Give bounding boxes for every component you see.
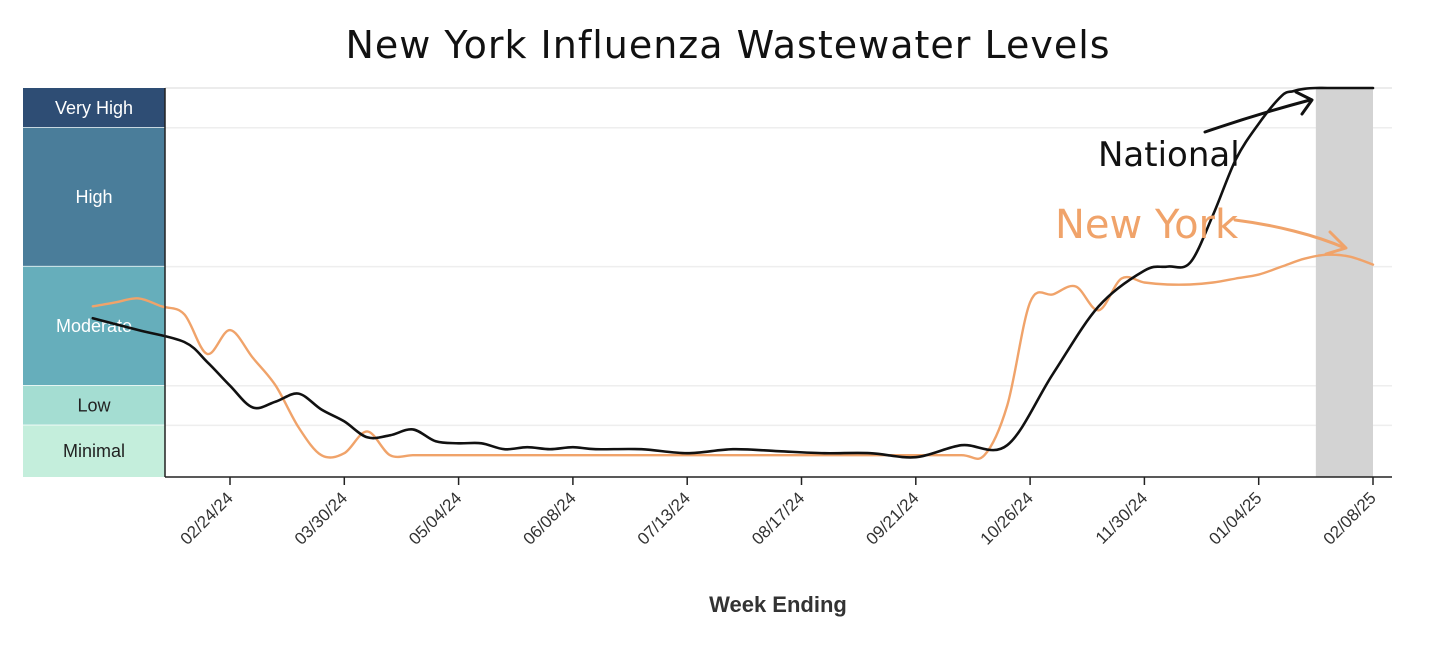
annotation-new-york-arrow [1233, 218, 1347, 250]
x-tick-label: 09/21/24 [862, 488, 922, 548]
x-tick-label: 01/04/25 [1205, 488, 1265, 548]
level-band-moderate [23, 266, 165, 386]
level-label-minimal: Minimal [63, 441, 125, 461]
x-axis-title: Week Ending [709, 592, 847, 617]
level-label-very-high: Very High [55, 98, 133, 118]
annotation-national: National [1098, 135, 1240, 175]
level-label-high: High [75, 187, 112, 207]
shaded-incomplete-data-region [1315, 88, 1373, 477]
x-tick-label: 03/30/24 [291, 488, 351, 548]
gridlines [165, 87, 1392, 427]
annotation-new-york: New York [1055, 202, 1239, 248]
level-band-low [23, 385, 165, 426]
x-ticks: 02/24/24 03/30/24 05/04/24 06/08/24 07/13/24… [177, 477, 1380, 549]
series-line-new-york [91, 253, 1375, 461]
x-tick-label: 02/24/24 [177, 488, 237, 548]
level-bands: Very High High Moderate Low Minimal [23, 88, 165, 477]
series-lines [91, 86, 1375, 461]
series-line-national [91, 86, 1375, 459]
x-tick-label: 07/13/24 [634, 488, 694, 548]
chart-title: New York Influenza Wastewater Levels [345, 23, 1110, 67]
shaded-region [1315, 88, 1373, 477]
x-tick-label: 06/08/24 [519, 488, 579, 548]
level-band-high [23, 127, 165, 267]
annotation-national-arrow [1203, 98, 1312, 134]
level-label-moderate: Moderate [56, 316, 132, 336]
x-tick-label: 08/17/24 [748, 488, 808, 548]
x-tick-label: 10/26/24 [977, 488, 1037, 548]
x-tick-label: 02/08/25 [1320, 488, 1380, 548]
x-tick-label: 05/04/24 [405, 488, 465, 548]
level-band-minimal [23, 425, 165, 477]
x-tick-label: 11/30/24 [1092, 488, 1151, 547]
level-label-low: Low [77, 396, 111, 416]
level-band-very-high [23, 88, 165, 128]
annotation-national-arrowhead [1294, 90, 1314, 116]
annotation-new-york-arrowhead [1324, 230, 1348, 256]
